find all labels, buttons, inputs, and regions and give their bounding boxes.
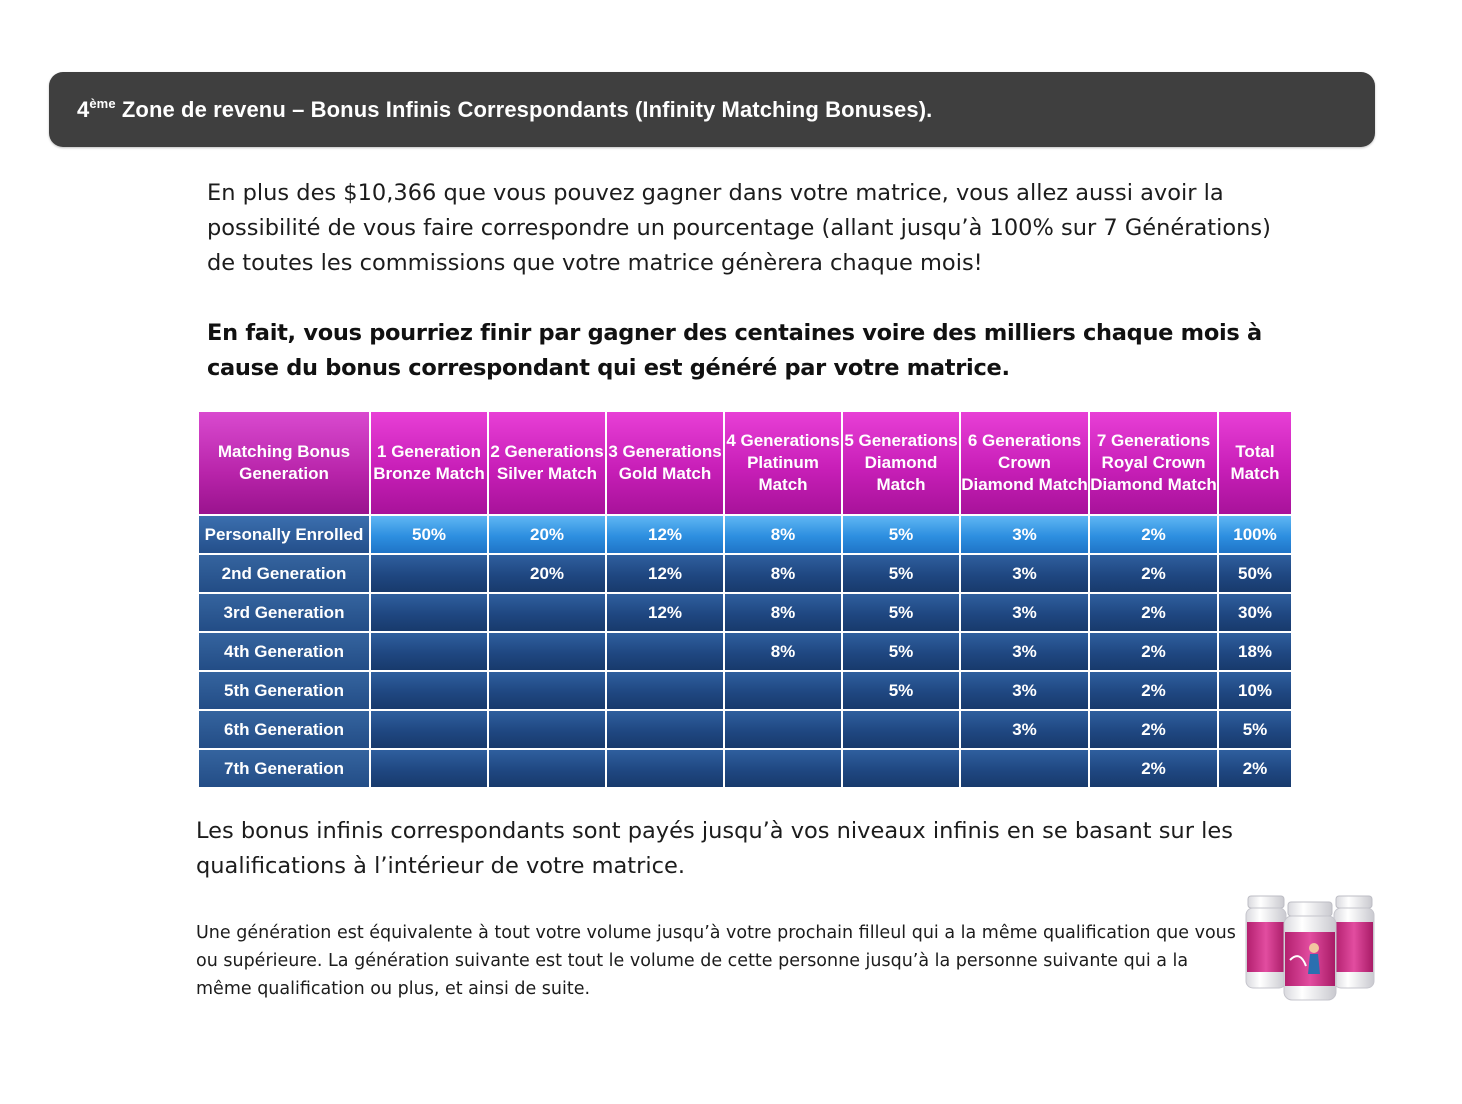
table-cell [723,670,843,711]
table-cell: 12% [605,553,725,594]
row-label: 7th Generation [197,748,371,789]
table-header-row: Matching Bonus Generation 1 Generation B… [197,410,1293,516]
table-cell [369,553,489,594]
title-main: Zone de revenu – Bonus Infinis Correspon… [115,96,933,122]
table-cell [605,670,725,711]
table-cell: 5% [841,592,961,633]
generation-definition-paragraph: Une génération est équivalente à tout vo… [196,923,1236,999]
column-header: 3 Generations Gold Match [605,410,725,516]
table-cell: 2% [1088,670,1219,711]
table-cell: 5% [841,514,961,555]
row-label: 3rd Generation [197,592,371,633]
table-cell: 50% [369,514,489,555]
title-superscript: ème [89,95,116,111]
highlight-paragraph: En fait, vous pourriez finir par gagner … [207,320,1262,381]
table-cell: 20% [487,514,607,555]
table-cell: 5% [1217,709,1293,750]
matching-bonus-table: Matching Bonus Generation 1 Generation B… [197,410,1293,789]
table-cell: 3% [959,709,1090,750]
table-row: 5th Generation 5% 3% 2% 10% [197,670,1293,711]
table-cell: 8% [723,514,843,555]
table-cell [605,631,725,672]
table-cell: 3% [959,553,1090,594]
table-cell: 18% [1217,631,1293,672]
bottle-center [1283,901,1337,1001]
table-row: Personally Enrolled 50% 20% 12% 8% 5% 3%… [197,514,1293,555]
table-row: 3rd Generation 12% 8% 5% 3% 2% 30% [197,592,1293,633]
table-cell [605,709,725,750]
table-cell: 50% [1217,553,1293,594]
table-cell: 12% [605,514,725,555]
column-header: Matching Bonus Generation [197,410,371,516]
table-cell: 100% [1217,514,1293,555]
table-cell: 8% [723,553,843,594]
table-cell [369,631,489,672]
table-cell: 5% [841,670,961,711]
table-cell: 8% [723,631,843,672]
product-bottles-image [1245,895,1375,1001]
table-row: 7th Generation 2% 2% [197,748,1293,789]
table-cell [369,709,489,750]
column-header: 5 Generations Diamond Match [841,410,961,516]
table-cell: 2% [1217,748,1293,789]
table-cell [487,592,607,633]
table-cell [369,592,489,633]
table-cell [605,748,725,789]
intro-paragraph: En plus des $10,366 que vous pouvez gagn… [207,180,1271,276]
bottle-right [1333,895,1375,989]
table-cell: 5% [841,553,961,594]
column-header: Total Match [1217,410,1293,516]
table-cell [841,748,961,789]
table-cell [369,670,489,711]
table-cell [959,748,1090,789]
column-header: 1 Generation Bronze Match [369,410,489,516]
table-cell [487,748,607,789]
row-label: 5th Generation [197,670,371,711]
table-cell [369,748,489,789]
table-cell: 2% [1088,709,1219,750]
table-cell: 10% [1217,670,1293,711]
table-cell: 2% [1088,592,1219,633]
table-cell: 3% [959,592,1090,633]
table-cell: 2% [1088,514,1219,555]
column-header: 7 Generations Royal Crown Diamond Match [1088,410,1219,516]
table-cell: 12% [605,592,725,633]
table-cell [841,709,961,750]
table-cell: 8% [723,592,843,633]
table-cell: 2% [1088,748,1219,789]
table-cell [487,670,607,711]
table-cell: 3% [959,514,1090,555]
row-label: Personally Enrolled [197,514,371,555]
column-header: 4 Generations Platinum Match [723,410,843,516]
row-label: 4th Generation [197,631,371,672]
title-bar: 4ème Zone de revenu – Bonus Infinis Corr… [49,72,1375,147]
table-cell [723,748,843,789]
column-header: 6 Generations Crown Diamond Match [959,410,1090,516]
table-cell: 3% [959,631,1090,672]
table-cell: 5% [841,631,961,672]
table-cell: 30% [1217,592,1293,633]
row-label: 2nd Generation [197,553,371,594]
table-cell: 3% [959,670,1090,711]
page-title: 4ème Zone de revenu – Bonus Infinis Corr… [77,97,932,123]
infinite-bonus-paragraph: Les bonus infinis correspondants sont pa… [196,818,1233,879]
table-row: 2nd Generation 20% 12% 8% 5% 3% 2% 50% [197,553,1293,594]
table-row: 4th Generation 8% 5% 3% 2% 18% [197,631,1293,672]
bottle-left [1245,895,1287,989]
table-cell [487,709,607,750]
row-label: 6th Generation [197,709,371,750]
column-header: 2 Generations Silver Match [487,410,607,516]
table-cell: 2% [1088,631,1219,672]
title-prefix: 4 [77,96,90,122]
table-cell: 20% [487,553,607,594]
table-cell [487,631,607,672]
table-cell: 2% [1088,553,1219,594]
table-row: 6th Generation 3% 2% 5% [197,709,1293,750]
table-cell [723,709,843,750]
